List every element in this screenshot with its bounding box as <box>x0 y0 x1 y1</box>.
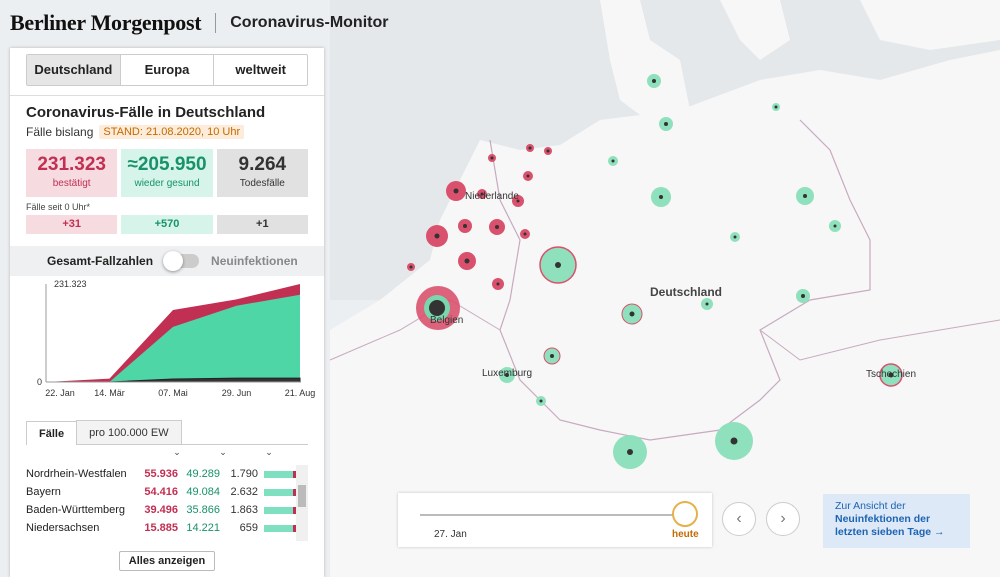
sort-deaths-icon[interactable]: ⌄ <box>265 447 273 457</box>
deaths-value: 9.264 <box>238 154 287 175</box>
state-ratio-bar <box>264 470 296 478</box>
map-label-belgien: Belgien <box>430 315 464 326</box>
recovered-box: ≈205.950 wieder gesund <box>121 149 213 197</box>
tab-per-100k[interactable]: pro 100.000 EW <box>76 420 182 444</box>
panel-title: Coronavirus-Fälle in Deutschland <box>26 104 266 121</box>
mode-switch[interactable] <box>163 251 200 271</box>
timeline-end-label: heute <box>672 529 699 540</box>
state-deaths: 2.632 <box>230 486 258 498</box>
recovered-area <box>46 294 300 382</box>
state-name: Baden-Württemberg <box>26 504 126 516</box>
sort-recovered-icon[interactable]: ⌄ <box>219 447 227 457</box>
switch-knob[interactable] <box>163 251 184 271</box>
x-tick-label: 21. Aug <box>285 388 316 398</box>
delta-row: +31 +570 +1 <box>26 215 308 234</box>
side-panel: Deutschland Europa weltweit Coronavirus-… <box>10 48 324 577</box>
chevron-right-icon: › <box>780 510 786 527</box>
since-label: Fälle seit 0 Uhr* <box>26 202 91 212</box>
map-label-luxemburg: Luxemburg <box>482 368 533 379</box>
map-label-tschechien: Tschechien <box>866 369 917 380</box>
map-label-deutschland: Deutschland <box>650 285 723 299</box>
scroll-thumb[interactable] <box>298 485 306 507</box>
header: Berliner Morgenpost Coronavirus-Monitor <box>0 0 1000 46</box>
info-line1: Zur Ansicht der <box>835 500 906 512</box>
state-confirmed: 55.936 <box>144 468 178 480</box>
mode-toggle: Gesamt-Fallzahlen Neuinfektionen <box>10 246 324 276</box>
table-scrollbar[interactable] <box>296 465 308 541</box>
confirmed-delta: +31 <box>26 215 118 234</box>
table-tabs: Fälle pro 100.000 EW <box>26 420 308 445</box>
tab-deutschland[interactable]: Deutschland <box>27 55 121 85</box>
deaths-delta: +1 <box>216 215 308 234</box>
prev-button[interactable]: ‹ <box>722 502 756 536</box>
timeline: 27. Jan heute <box>398 493 712 547</box>
show-all-button[interactable]: Alles anzeigen <box>119 551 215 571</box>
header-divider <box>215 13 217 33</box>
table-row[interactable]: Bayern 54.416 49.084 2.632 <box>26 483 308 501</box>
sort-confirmed-icon[interactable]: ⌄ <box>173 447 181 457</box>
timeline-start-label: 27. Jan <box>434 529 467 540</box>
info-line2: Neuinfektionen der <box>835 513 931 525</box>
tab-faelle[interactable]: Fälle <box>26 421 78 445</box>
state-ratio-bar <box>264 488 296 496</box>
y-tick-label: 0 <box>37 377 42 387</box>
deaths-box: 9.264 Todesfälle <box>216 149 308 197</box>
state-ratio-bar <box>264 524 296 532</box>
state-deaths: 1.863 <box>230 504 258 516</box>
app-title: Coronavirus-Monitor <box>230 14 389 31</box>
subtitle: Fälle bislang <box>26 125 94 139</box>
info-line3: letzten sieben Tage → <box>835 526 945 538</box>
chevron-left-icon: ‹ <box>736 510 742 527</box>
timeline-track[interactable] <box>420 514 682 516</box>
y-tick-label: 231.323 <box>54 279 87 289</box>
state-recovered: 14.221 <box>186 522 220 534</box>
state-recovered: 35.866 <box>186 504 220 516</box>
sort-chevrons: ⌄ ⌄ ⌄ <box>26 447 308 459</box>
stat-boxes: 231.323 bestätigt ≈205.950 wieder gesund… <box>26 149 308 197</box>
confirmed-box: 231.323 bestätigt <box>26 149 118 197</box>
state-recovered: 49.084 <box>186 486 220 498</box>
table-row[interactable]: Nordrhein-Westfalen 55.936 49.289 1.790 <box>26 465 308 483</box>
confirmed-label: bestätigt <box>52 178 91 189</box>
state-ratio-bar <box>264 506 296 514</box>
state-confirmed: 54.416 <box>144 486 178 498</box>
state-confirmed: 39.496 <box>144 504 178 516</box>
x-tick-label: 07. Mai <box>158 388 188 398</box>
seven-day-link[interactable]: Zur Ansicht der Neuinfektionen der letzt… <box>823 494 970 548</box>
cases-chart: 231.323 022. Jan 14. Mär 07. Mai 29. Jun 21. … <box>37 279 316 398</box>
table-row[interactable]: Baden-Württemberg 39.496 35.866 1.863 <box>26 501 308 519</box>
deaths-label: Todesfälle <box>239 178 285 189</box>
logo[interactable]: Berliner Morgenpost <box>10 10 202 35</box>
x-tick-label: 14. Mär <box>94 388 125 398</box>
next-button[interactable]: › <box>766 502 800 536</box>
state-name: Niedersachsen <box>26 522 100 534</box>
tab-weltweit[interactable]: weltweit <box>235 62 286 77</box>
states-table[interactable]: Nordrhein-Westfalen 55.936 49.289 1.790 … <box>26 465 308 541</box>
recovered-value: ≈205.950 <box>127 154 207 175</box>
toggle-label-total[interactable]: Gesamt-Fallzahlen <box>47 254 154 268</box>
state-name: Nordrhein-Westfalen <box>26 468 127 480</box>
subtitle-row: Fälle bislang STAND: 21.08.2020, 10 Uhr <box>26 125 308 139</box>
map-label-niederlande: Niederlande <box>465 191 519 202</box>
x-tick-label: 29. Jun <box>222 388 252 398</box>
state-deaths: 1.790 <box>230 468 258 480</box>
x-tick-label: 22. Jan <box>45 388 75 398</box>
map-markers-recovered[interactable] <box>499 74 903 469</box>
recovered-delta: +570 <box>121 215 213 234</box>
toggle-label-new[interactable]: Neuinfektionen <box>211 254 298 268</box>
recovered-label: wieder gesund <box>134 178 200 189</box>
divider <box>10 95 324 96</box>
confirmed-value: 231.323 <box>37 154 106 175</box>
state-deaths: 659 <box>239 522 258 534</box>
tab-europa[interactable]: Europa <box>121 55 215 85</box>
region-tabs: Deutschland Europa weltweit <box>26 54 308 86</box>
state-name: Bayern <box>26 486 61 498</box>
state-confirmed: 15.885 <box>144 522 178 534</box>
timeline-handle[interactable] <box>672 501 698 527</box>
state-recovered: 49.289 <box>186 468 220 480</box>
table-row[interactable]: Niedersachsen 15.885 14.221 659 <box>26 519 308 537</box>
stand-badge: STAND: 21.08.2020, 10 Uhr <box>99 125 245 139</box>
